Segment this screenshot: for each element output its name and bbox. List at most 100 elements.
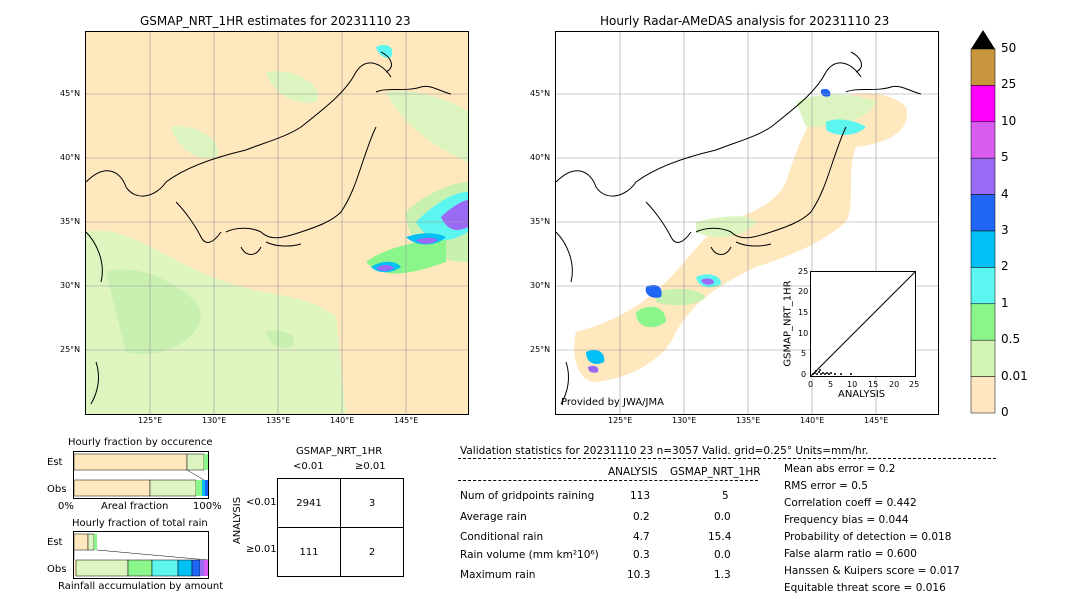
occurrence-row-est: Est (47, 457, 63, 468)
stat-label: Maximum rain (460, 569, 536, 581)
col-analysis: ANALYSIS (608, 466, 658, 478)
contingency-col-ge: ≥0.01 (355, 461, 386, 472)
right-lat-45: 45°N (530, 89, 551, 98)
contingency-table: 2941 3 111 2 (277, 478, 404, 577)
inset-xtick-0: 0 (808, 380, 814, 389)
cell-lt-ge: 3 (340, 478, 404, 528)
inset-xtick-5: 5 (828, 380, 834, 389)
right-map-title: Hourly Radar-AMeDAS analysis for 2023111… (600, 14, 890, 28)
colorbar-tick-label: 4 (1001, 186, 1009, 201)
colorbar-tick-label: 2 (1001, 259, 1009, 274)
right-lon-125: 125°E (608, 416, 633, 425)
right-lat-35: 35°N (530, 217, 551, 226)
stat-analysis: 0.3 (633, 549, 650, 561)
colorbar-segment (970, 267, 996, 305)
colorbar-segment (970, 230, 996, 268)
colorbar-segment (970, 48, 996, 86)
stat-gsmap: 5 (722, 490, 729, 502)
left-lat-30: 30°N (60, 281, 81, 290)
score-line: Mean abs error = 0.2 (784, 463, 896, 475)
inset-ytick-10: 10 (798, 329, 809, 338)
left-lat-35: 35°N (60, 217, 81, 226)
total-rain-footer: Rainfall accumulation by amount (58, 581, 224, 592)
total-rain-row-est: Est (47, 537, 63, 548)
cell-ge-lt: 111 (277, 527, 341, 577)
left-lon-140: 140°E (330, 416, 355, 425)
stat-label: Num of gridpoints raining (460, 490, 595, 502)
left-map (85, 31, 469, 415)
inset-xtick-10: 10 (847, 380, 858, 389)
score-line: Hanssen & Kuipers score = 0.017 (784, 565, 960, 577)
colorbar-segment (970, 194, 996, 232)
left-map-title: GSMAP_NRT_1HR estimates for 20231110 23 (140, 14, 411, 28)
stat-gsmap: 0.0 (714, 549, 731, 561)
stat-gsmap: 0.0 (714, 511, 731, 523)
inset-xtick-15: 15 (868, 380, 879, 389)
total-rain-chart (73, 531, 209, 579)
inset-xtick-20: 20 (889, 380, 900, 389)
inset-ylabel: GSMAP_NRT_1HR (782, 280, 794, 367)
stat-label: Average rain (460, 511, 527, 523)
stat-label: Conditional rain (460, 531, 544, 543)
left-lon-145: 145°E (394, 416, 419, 425)
stat-gsmap: 1.3 (714, 569, 731, 581)
colorbar-segment (970, 157, 996, 195)
validation-divider (458, 458, 996, 459)
colorbar-segment (970, 376, 996, 414)
colorbar-tick-label: 25 (1001, 77, 1017, 92)
right-lat-25: 25°N (530, 345, 551, 354)
score-line: RMS error = 0.5 (784, 480, 868, 492)
colorbar-segment (970, 121, 996, 159)
colorbar-tick-label: 0.01 (1001, 368, 1028, 383)
validation-header: Validation statistics for 20231110 23 n=… (460, 445, 869, 457)
left-lon-130: 130°E (202, 416, 227, 425)
contingency-row-axis: ANALYSIS (232, 496, 244, 545)
right-lon-130: 130°E (672, 416, 697, 425)
right-lon-135: 135°E (736, 416, 761, 425)
table-divider (458, 480, 758, 481)
right-lon-140: 140°E (800, 416, 825, 425)
inset-ytick-20: 20 (798, 287, 809, 296)
total-rain-title: Hourly fraction of total rain (72, 518, 208, 529)
cell-ge-ge: 2 (340, 527, 404, 577)
stat-analysis: 4.7 (633, 531, 650, 543)
colorbar-segment (970, 339, 996, 377)
contingency-title: GSMAP_NRT_1HR (296, 446, 383, 457)
occurrence-title: Hourly fraction by occurence (68, 437, 213, 448)
inset-scatter (810, 271, 916, 377)
colorbar-tick-label: 1 (1001, 295, 1009, 310)
cell-lt-lt: 2941 (277, 478, 341, 528)
left-lat-25: 25°N (60, 345, 81, 354)
stat-analysis: 0.2 (633, 511, 650, 523)
score-line: Frequency bias = 0.044 (784, 514, 909, 526)
left-lon-125: 125°E (138, 416, 163, 425)
occurrence-axis-left: 0% (58, 501, 74, 512)
left-lat-45: 45°N (60, 89, 81, 98)
colorbar-tick-label: 10 (1001, 113, 1017, 128)
inset-xlabel: ANALYSIS (838, 389, 886, 400)
data-credit: Provided by JWA/JMA (561, 397, 664, 408)
contingency-col-lt: <0.01 (293, 461, 324, 472)
colorbar-tick-label: 0 (1001, 405, 1009, 419)
right-lat-30: 30°N (530, 281, 551, 290)
stat-analysis: 10.3 (627, 569, 651, 581)
inset-ytick-15: 15 (798, 308, 809, 317)
colorbar-tick-label: 5 (1001, 150, 1009, 165)
left-lon-135: 135°E (266, 416, 291, 425)
colorbar-tick-label: 3 (1001, 223, 1009, 237)
right-lon-145: 145°E (864, 416, 889, 425)
right-lat-40: 40°N (530, 153, 551, 162)
colorbar-segment (970, 85, 996, 123)
score-line: False alarm ratio = 0.600 (784, 548, 917, 560)
colorbar-tick-label: 0.5 (1001, 332, 1021, 347)
stat-label: Rain volume (mm km²10⁶) (460, 549, 599, 561)
total-rain-row-obs: Obs (47, 564, 67, 575)
colorbar-tick-label: 50 (1001, 41, 1017, 55)
inset-xtick-25: 25 (909, 380, 920, 389)
occurrence-axis-label: Areal fraction (101, 501, 169, 512)
score-line: Correlation coeff = 0.442 (784, 497, 917, 509)
col-gsmap: GSMAP_NRT_1HR (670, 466, 761, 478)
stat-gsmap: 15.4 (708, 531, 732, 543)
contingency-row-lt: <0.01 (246, 497, 277, 508)
colorbar-segment (970, 303, 996, 341)
